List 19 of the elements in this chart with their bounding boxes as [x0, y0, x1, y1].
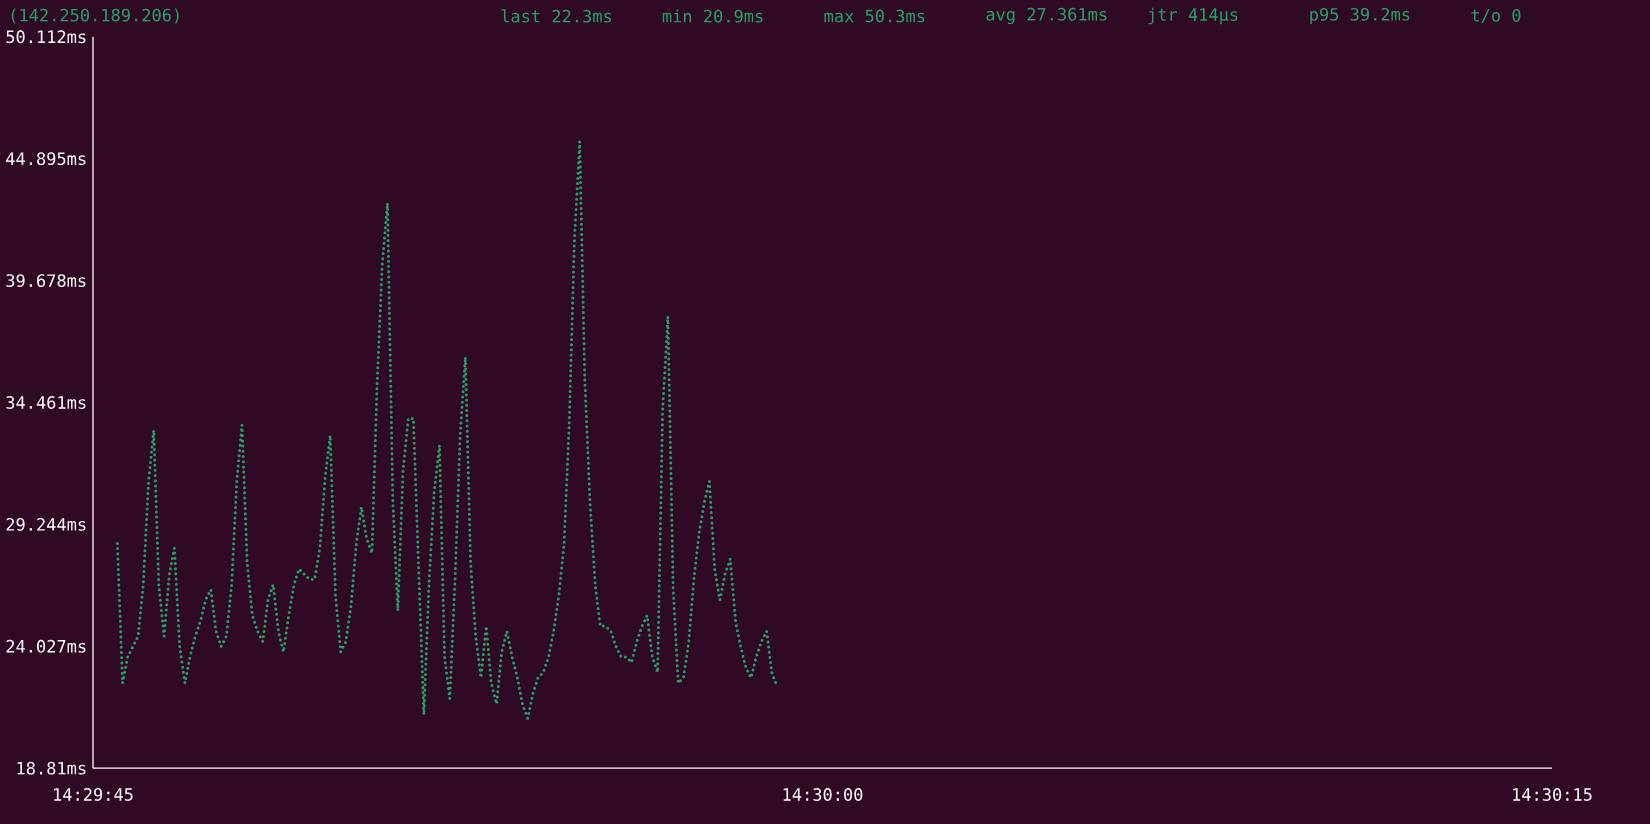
y-tick-label: 50.112ms [6, 30, 86, 44]
text: t/o 0 [1471, 8, 1521, 24]
y-tick-label: 24.027ms [6, 639, 86, 653]
line-series [115, 140, 779, 720]
text: (142.250.189.206) [11, 8, 179, 24]
text: p95 39.2ms [1310, 7, 1410, 25]
text: min 20.9ms [662, 9, 763, 23]
y-tick-label: 44.895ms [6, 152, 86, 166]
y-tick-label: 39.678ms [6, 274, 86, 288]
y-tick-label: 29.244ms [6, 517, 86, 531]
y-tick-label: 34.461ms [6, 396, 86, 409]
x-tick-label: 14:30:15 [1513, 788, 1592, 801]
y-tick-label: 18.81ms [17, 761, 86, 775]
x-tick-label: 14:30:00 [783, 788, 863, 801]
text: jtr 414µs [1148, 7, 1238, 25]
text: last 22.3ms [501, 9, 612, 23]
text: max 50.3ms [824, 9, 925, 23]
x-tick-label: 14:29:45 [54, 788, 133, 801]
text: avg 27.361ms [986, 7, 1107, 25]
